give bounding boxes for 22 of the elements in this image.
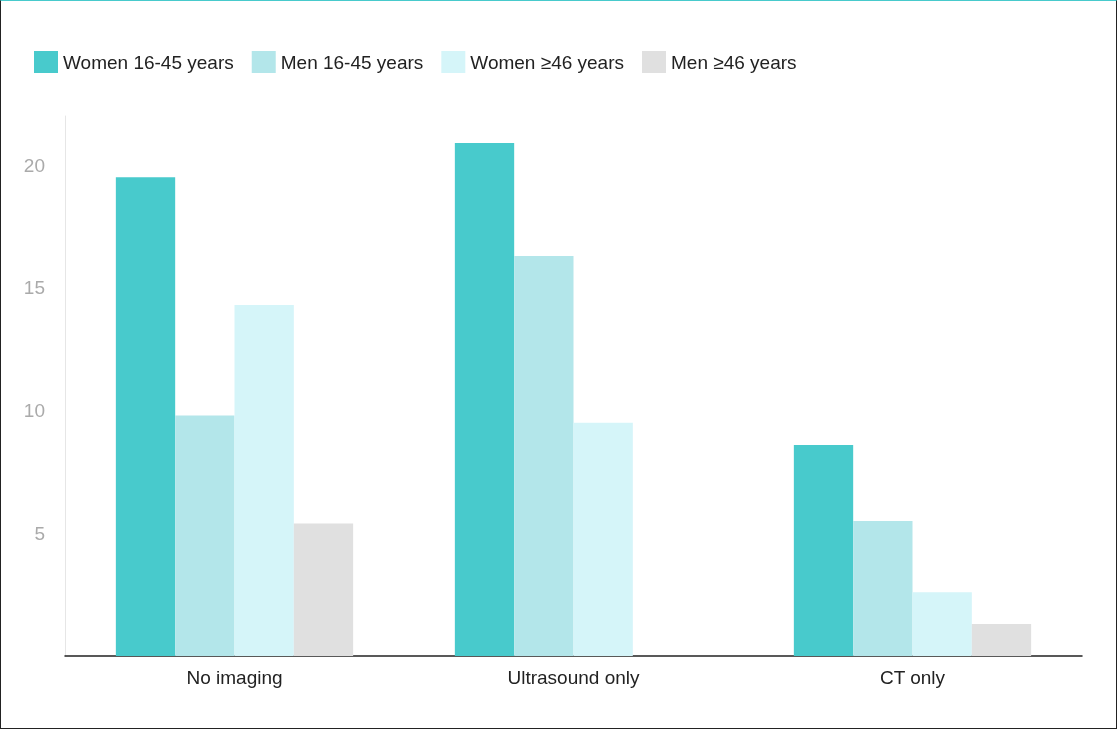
bar	[115, 177, 176, 656]
y-tick-label: 15	[23, 277, 45, 299]
bar	[175, 415, 235, 656]
legend-label: Men ≥46 years	[671, 51, 797, 73]
bar	[853, 521, 913, 656]
bar	[293, 523, 354, 656]
y-tick-label: 10	[23, 400, 45, 422]
bar	[514, 255, 574, 656]
x-tick-label: Ultrasound only	[507, 667, 640, 688]
bar	[454, 143, 515, 656]
bar	[573, 422, 633, 656]
legend-label: Men 16-45 years	[280, 51, 424, 73]
bar	[234, 305, 294, 656]
legend-label: Women ≥46 years	[470, 51, 625, 73]
y-tick-label: 5	[34, 522, 45, 544]
legend-label: Women 16-45 years	[63, 51, 234, 73]
x-tick-label: CT only	[879, 667, 946, 688]
bar	[793, 444, 854, 656]
bar	[912, 592, 972, 656]
x-tick-label: No imaging	[186, 667, 283, 688]
bar	[971, 624, 1032, 656]
y-tick-label: 20	[23, 154, 45, 176]
